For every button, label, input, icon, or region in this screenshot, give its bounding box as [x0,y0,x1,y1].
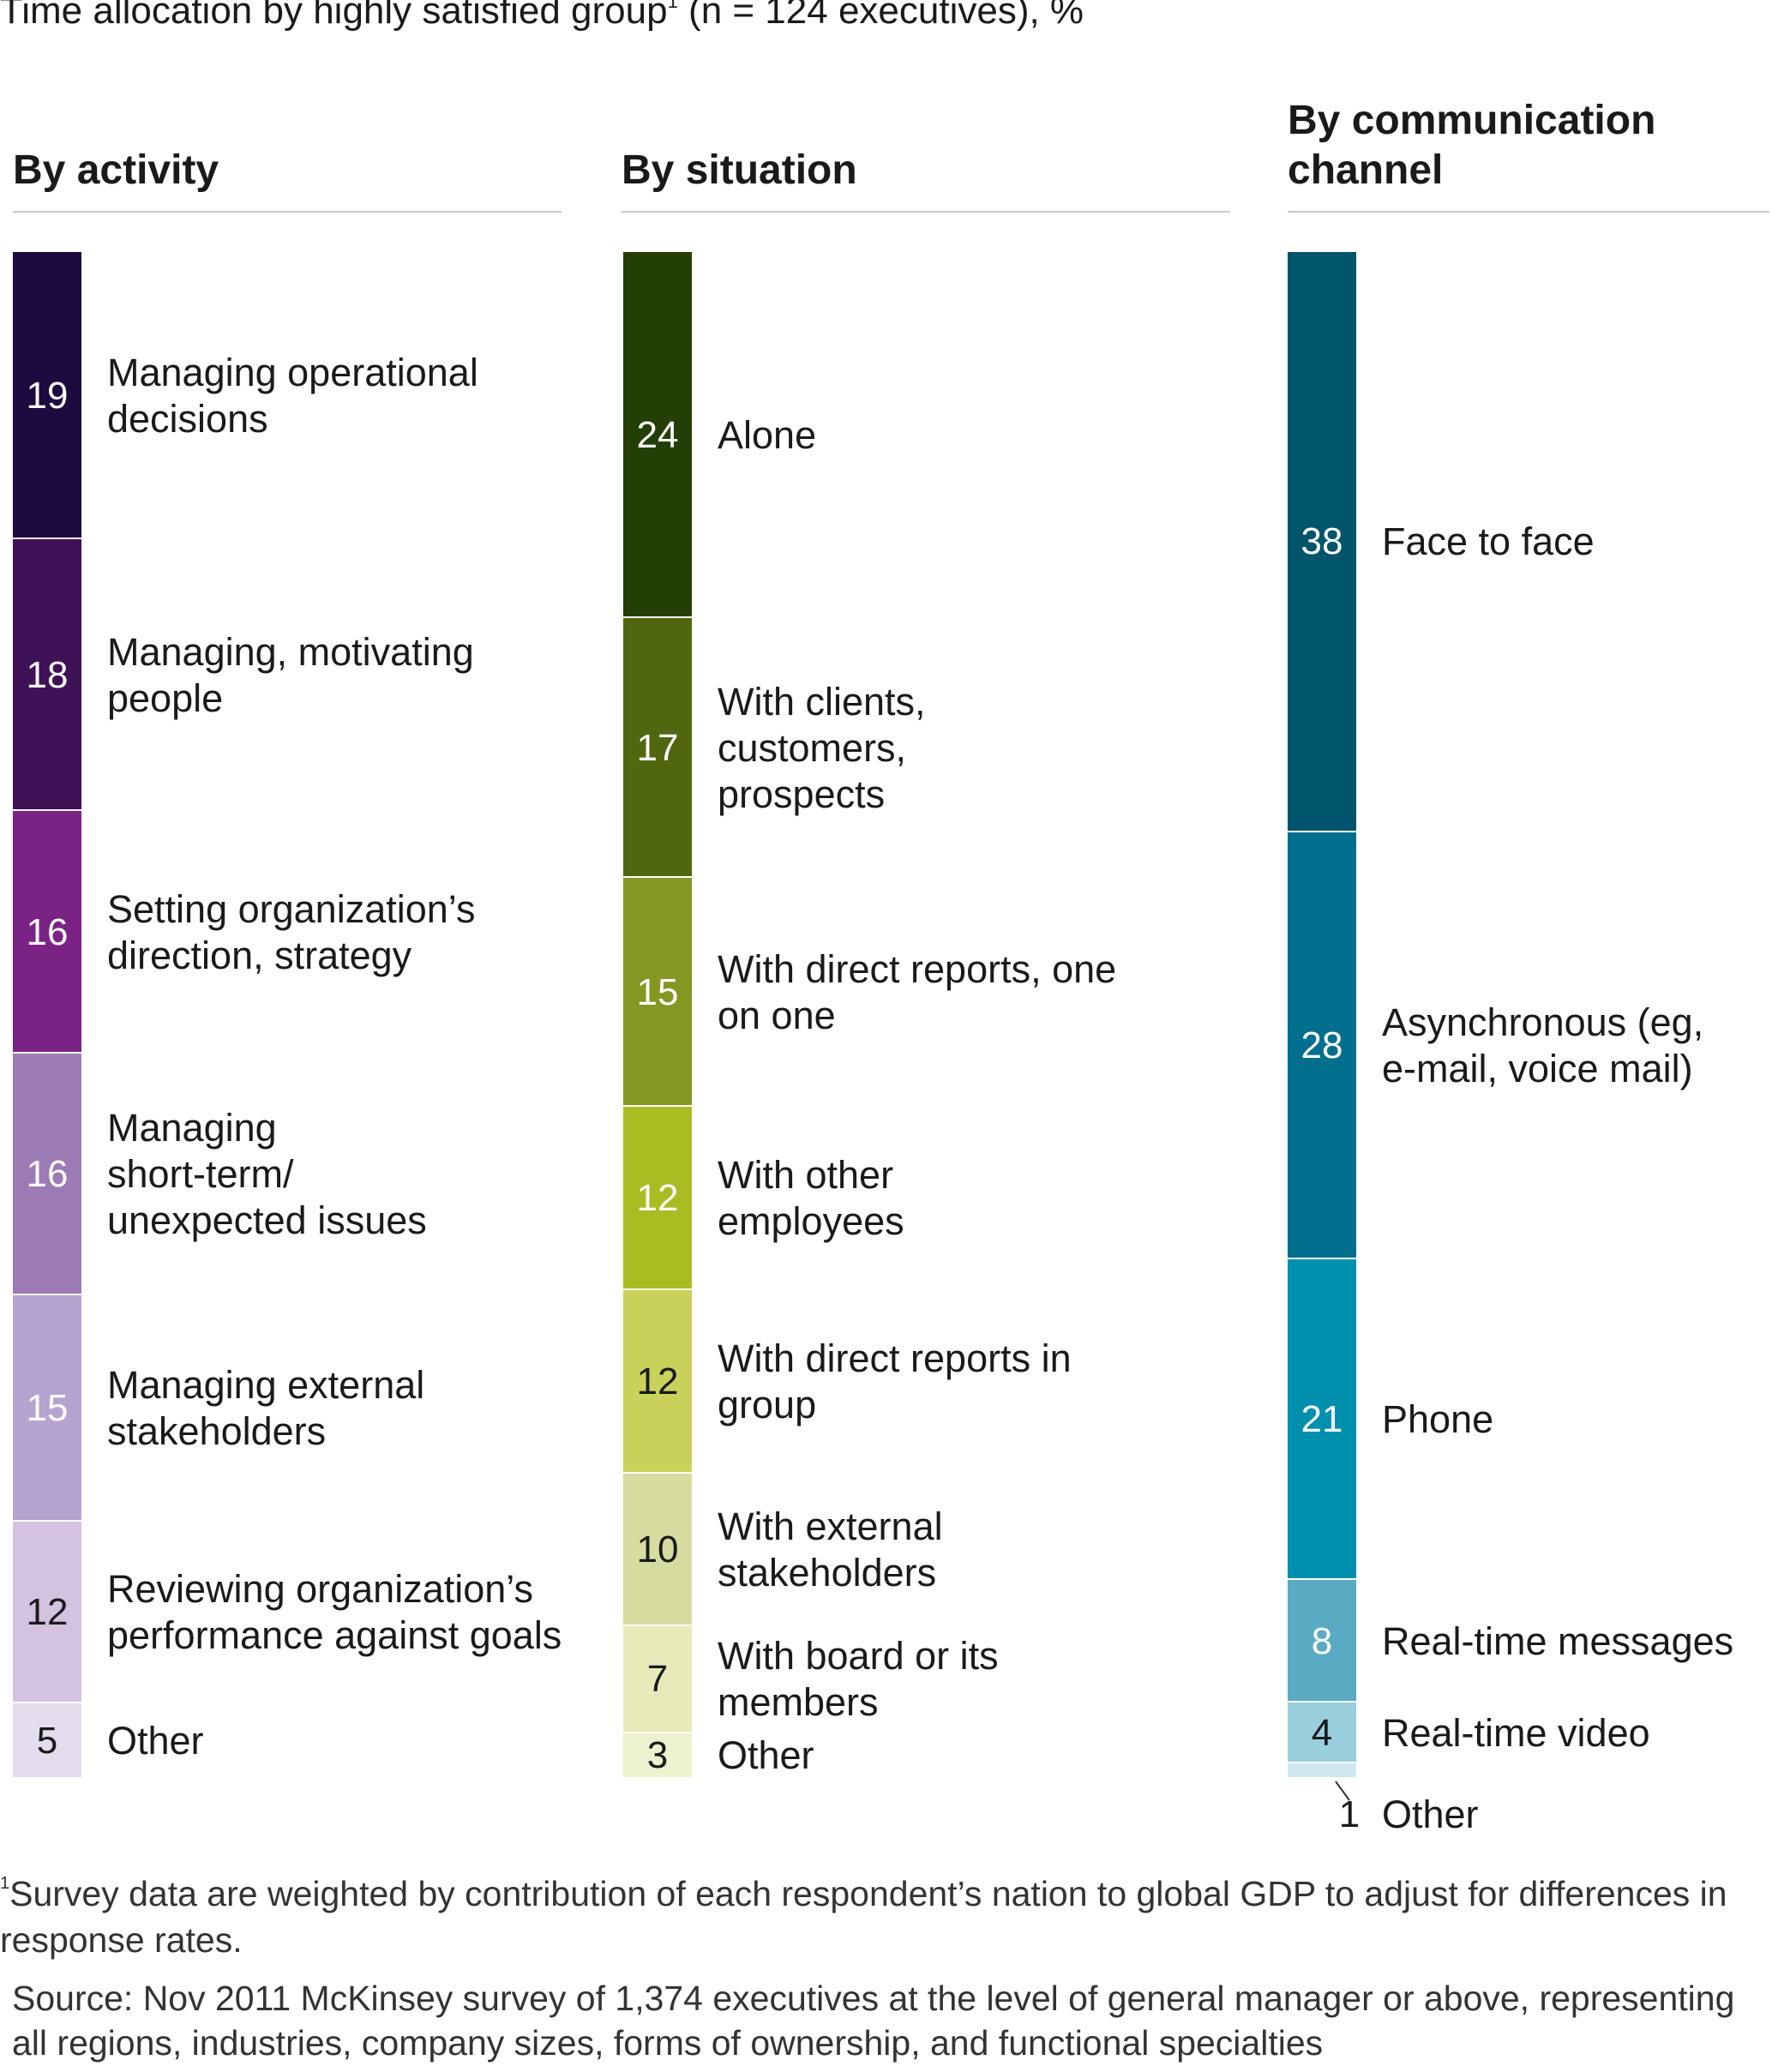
segment-label: Face to face [1382,520,1595,564]
segment-value: 19 [26,374,69,417]
panel-title-2: By situation [622,147,857,193]
segment-label: With direct reports, one on one [718,946,1117,1037]
bar-segment [1288,1259,1356,1581]
segment-label: Managing short-term/unexpected issues [107,1105,427,1242]
segment-label: Managing, motivating people [107,629,474,720]
segment-label: Setting organization’s direction, strateg… [107,886,476,977]
segment-label: Other [1382,1793,1479,1836]
segment-label: With direct reports in group [718,1336,1072,1426]
segment-value: 17 [636,726,679,769]
bar-segment [623,618,692,879]
chart-title-suffix: (n = 124 executives), % [677,0,1084,32]
segment-label: Other [718,1733,814,1778]
segment-value: 28 [1300,1024,1343,1067]
bar-segment [623,252,692,619]
bar-segment [13,1053,81,1295]
segment-value: 8 [1311,1619,1333,1662]
leader-line [1335,1781,1350,1801]
chart-title-text: Time allocation by highly satisfied grou… [0,0,668,32]
segment-label: Managing operational decisions [107,350,478,441]
panel-title-3: By communication channel [1288,98,1656,193]
bar-segment [623,1290,692,1474]
segment-label: Managing external stakeholders [107,1362,425,1453]
bar-segment [13,811,81,1054]
segment-value: 12 [26,1591,69,1634]
segment-value: 15 [26,1386,69,1429]
panel-rule-1 [13,211,562,213]
segment-label: With board or its members [718,1634,999,1725]
segment-value: 10 [636,1528,679,1571]
source-note: Source: Nov 2011 McKinsey survey of 1,37… [12,1979,1735,2063]
panel-title-1: By activity [13,147,219,193]
segment-label: Alone [718,412,817,457]
segment-value: 12 [636,1177,679,1220]
segment-label: With external stakeholders [718,1504,943,1595]
bar-segment [13,252,81,540]
footnote-number: 1 [0,1874,10,1893]
segment-value: 16 [26,910,69,953]
segment-value: 38 [1300,520,1343,563]
bar-segment [623,1733,692,1779]
bar-segment [1288,1702,1356,1764]
segment-label: With clients, customers, prospects [718,679,926,816]
bar-segment [623,878,692,1108]
bar-segment [13,1703,81,1779]
segment-label: Reviewing organization’s performance agai… [107,1567,562,1658]
segment-value: 21 [1300,1398,1343,1441]
bar-segment [623,1473,692,1626]
bar-segment [13,1522,81,1703]
bar-segment [13,1294,81,1522]
chart-title: Time allocation by highly satisfied grou… [0,0,1084,33]
bar-segment [1288,252,1356,832]
segment-label: With other employees [718,1153,904,1244]
segment-label: Phone [1382,1397,1494,1442]
segment-value: 12 [636,1360,679,1402]
segment-label: Real-time video [1382,1710,1650,1755]
segment-value: 4 [1311,1711,1333,1754]
segment-label: Other [107,1718,204,1763]
segment-value: 1 [1338,1793,1361,1835]
segment-value: 5 [36,1719,58,1762]
bar-segment [13,539,81,812]
bar-segment [1288,1763,1356,1779]
segment-value: 16 [26,1152,69,1195]
panel-rule-2 [622,211,1230,213]
segment-value: 24 [636,413,679,456]
segment-value: 3 [646,1734,669,1777]
footnote-text: Survey data are weighted by contribution… [0,1874,1727,1960]
segment-value: 15 [636,970,679,1013]
footnote-marker: 1 [667,0,678,12]
bar-segment [1288,832,1356,1260]
segment-label: Real-time messages [1382,1619,1734,1663]
segment-value: 18 [26,653,69,696]
bar-segment [1288,1580,1356,1703]
bar-segment [623,1625,692,1733]
footnote: 1Survey data are weighted by contributio… [0,1860,1749,1963]
panel-rule-3 [1288,211,1769,213]
bar-segment [623,1107,692,1291]
segment-value: 7 [646,1658,669,1701]
segment-label: Asynchronous (eg, e-mail, voice mail) [1382,1000,1704,1091]
